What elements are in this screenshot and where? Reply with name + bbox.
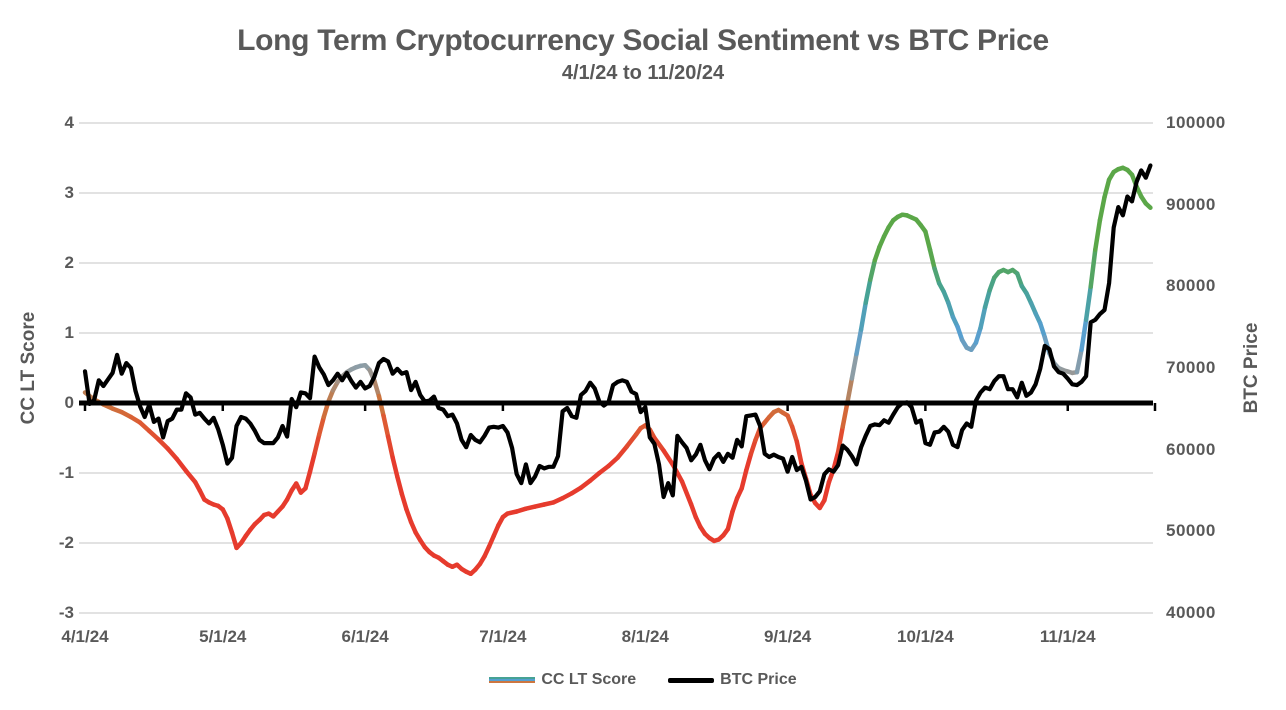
cc-lt-score-line-segment — [372, 378, 382, 399]
cc-lt-score-line-segment — [1079, 317, 1089, 353]
cc-lt-score-line-segment — [822, 479, 832, 503]
cc-lt-score-line-segment — [395, 474, 405, 497]
cc-lt-score-line-segment — [307, 451, 317, 474]
right-axis-tick-label: 40000 — [1166, 603, 1216, 622]
x-axis-tick-label: 5/1/24 — [199, 627, 247, 646]
x-axis-tick-label: 10/1/24 — [897, 627, 954, 646]
cc-lt-score-line-segment — [615, 444, 630, 460]
btc-price-line-swatch — [668, 677, 715, 683]
left-axis-tick-label: 1 — [64, 323, 74, 342]
cc-lt-score-line-segment — [1083, 284, 1093, 322]
cc-lt-score-line-segment — [1102, 177, 1112, 200]
cc-lt-score-line-segment — [385, 434, 395, 460]
legend-item-btc-price: BTC Price — [668, 671, 797, 689]
right-axis-tick-label: 60000 — [1166, 439, 1216, 459]
cc-lt-score-line-segment — [225, 516, 235, 535]
cc-lt-score-line-segment — [679, 479, 694, 507]
right-axis-tick-label: 80000 — [1166, 276, 1216, 296]
left-axis-tick-label: 4 — [64, 113, 74, 132]
cc-lt-score-line-segment — [1093, 218, 1103, 252]
x-axis-tick-label: 8/1/24 — [621, 627, 669, 646]
cc-lt-score-line-segment — [624, 432, 639, 449]
cc-lt-score-line-segment — [982, 288, 992, 310]
legend: CC LT Score BTC Price — [0, 671, 1286, 689]
cc-lt-score-line-segment — [229, 530, 239, 551]
cc-lt-score-line-segment — [872, 244, 882, 263]
x-axis-tick-label: 6/1/24 — [341, 627, 389, 646]
chart-subtitle: 4/1/24 to 11/20/24 — [561, 62, 725, 84]
cc-lt-score-line-segment — [858, 300, 868, 332]
left-axis-tick-label: 3 — [64, 183, 74, 202]
cc-lt-score-line-segment — [381, 413, 391, 439]
chart-title: Long Term Cryptocurrency Social Sentimen… — [237, 24, 1049, 57]
cc-lt-score-line-segment — [927, 247, 937, 271]
cc-lt-score-line-segment — [725, 509, 735, 532]
cc-lt-score-line-segment — [316, 414, 327, 437]
x-axis-tick-label: 9/1/24 — [763, 627, 812, 646]
legend-label-cc-lt-score: CC LT Score — [541, 671, 637, 688]
cc-lt-score-line-segment — [744, 451, 754, 473]
cc-lt-score-line-segment — [376, 393, 386, 418]
cc-lt-score-line-segment — [868, 257, 878, 283]
right-axis-tick-label: 50000 — [1166, 521, 1216, 541]
cc-lt-score-line-segment — [183, 468, 198, 485]
cc-lt-score-line-segment — [955, 324, 965, 343]
cc-lt-score-line-segment — [661, 448, 676, 467]
x-axis-tick-label: 11/1/24 — [1039, 627, 1096, 646]
cc-lt-score-line-segment — [1074, 347, 1084, 375]
cc-lt-score-line-segment — [831, 449, 841, 472]
left-axis-tick-label: -3 — [58, 603, 74, 622]
cc-lt-score-line-segment — [789, 424, 800, 444]
left-axis-tick-label: -1 — [58, 463, 74, 482]
legend-item-cc-lt-score: CC LT Score — [489, 671, 636, 689]
btc-price-line — [82, 163, 1153, 502]
cc-lt-score-line-segment — [932, 266, 942, 286]
cc-lt-score-line-segment — [165, 446, 180, 462]
cc-lt-score-line-segment — [1097, 194, 1107, 223]
cc-lt-score-line-segment — [946, 300, 956, 320]
cc-lt-score-line-segment — [390, 455, 400, 479]
cc-lt-score-line-segment — [739, 467, 749, 491]
cc-lt-score-line-segment — [794, 439, 804, 466]
cc-lt-score-line-segment — [973, 325, 983, 346]
x-axis-tick-label: 7/1/24 — [479, 627, 527, 646]
cc-lt-score-line — [82, 165, 1153, 577]
left-axis-tick-label: 2 — [64, 253, 74, 272]
cc-lt-score-line-segment — [399, 491, 409, 512]
cc-lt-score-line-segment — [854, 327, 864, 357]
cc-lt-score-line-segment — [174, 456, 189, 474]
right-axis-tick-label: 90000 — [1166, 194, 1216, 214]
left-axis-tick-label: 0 — [64, 393, 74, 412]
cc-lt-score-line-segment — [849, 351, 859, 381]
right-axis-tick-label: 100000 — [1166, 113, 1226, 132]
cc-lt-score-line-segment — [835, 424, 845, 455]
x-axis-tick-label: 4/1/24 — [61, 627, 109, 646]
cc-lt-score-line-segment — [1037, 320, 1048, 340]
cc-lt-score-line-segment — [1088, 247, 1098, 290]
cc-lt-score-line-segment — [863, 277, 873, 306]
cc-lt-score-line-segment — [303, 469, 313, 491]
cc-lt-score-line-segment — [652, 435, 666, 453]
cc-lt-score-line-segment — [840, 400, 850, 430]
right-axis-tick-label: 70000 — [1166, 358, 1216, 377]
cc-lt-score-line-segment — [312, 432, 322, 456]
cc-lt-score-line-segment — [923, 229, 933, 252]
cc-lt-score-line-swatch — [489, 677, 536, 683]
cc-lt-score-line-segment — [748, 437, 758, 457]
cc-lt-score-line-segment — [978, 304, 988, 331]
cc-lt-score-line-segment — [730, 495, 740, 514]
cc-lt-score-line-segment — [1143, 201, 1153, 210]
left-axis-tick-label: -2 — [58, 533, 74, 552]
cc-lt-score-line-segment — [845, 376, 855, 406]
legend-label-btc-price: BTC Price — [720, 671, 797, 688]
